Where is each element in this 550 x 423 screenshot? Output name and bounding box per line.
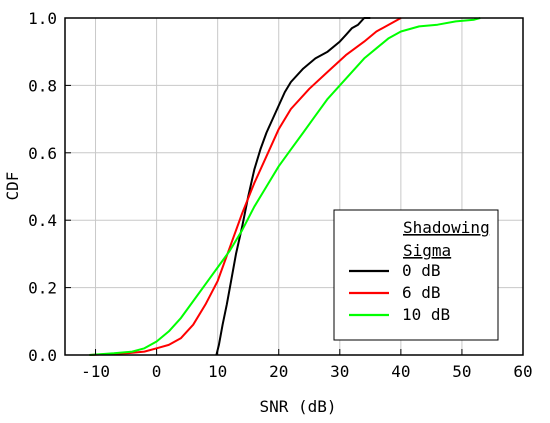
legend-label-2: 6 dB xyxy=(402,283,441,302)
x-tick-label: 20 xyxy=(269,362,288,381)
legend-title-line2: Sigma xyxy=(403,241,451,260)
legend-label-3: 10 dB xyxy=(402,305,450,324)
legend-entries: 0 dB 6 dB 10 dB xyxy=(349,261,450,324)
series-line-2 xyxy=(89,17,402,356)
x-tick-label: 60 xyxy=(513,362,532,381)
x-tick-label: 10 xyxy=(208,362,227,381)
x-tick-label: -10 xyxy=(81,362,110,381)
x-tick-label: 30 xyxy=(330,362,349,381)
plot-frame xyxy=(64,17,524,356)
legend: Shadowing Sigma 0 dB 6 dB 10 dB xyxy=(333,209,499,341)
x-tick-label: 50 xyxy=(452,362,471,381)
x-tick-label: 0 xyxy=(152,362,162,381)
y-tick-label: 0.8 xyxy=(28,76,57,95)
series-line-1 xyxy=(215,17,371,356)
legend-box xyxy=(333,209,499,341)
y-axis-label: CDF xyxy=(3,172,22,201)
x-tick-label: 40 xyxy=(391,362,410,381)
series-line-3 xyxy=(89,17,481,356)
y-tick-label: 0.0 xyxy=(28,346,57,365)
y-tick-label: 0.4 xyxy=(28,211,57,230)
legend-title-line1: Shadowing xyxy=(403,218,490,237)
x-axis-label: SNR (dB) xyxy=(259,397,336,416)
tick-labels: -10 0 10 20 30 40 50 60 0.0 0.2 0.4 0.6 0.8 1.0 xyxy=(28,9,533,381)
y-tick-label: 0.6 xyxy=(28,144,57,163)
y-tick-label: 1.0 xyxy=(28,9,57,28)
legend-label-1: 0 dB xyxy=(402,261,441,280)
y-tick-label: 0.2 xyxy=(28,279,57,298)
series-lines xyxy=(89,17,481,356)
